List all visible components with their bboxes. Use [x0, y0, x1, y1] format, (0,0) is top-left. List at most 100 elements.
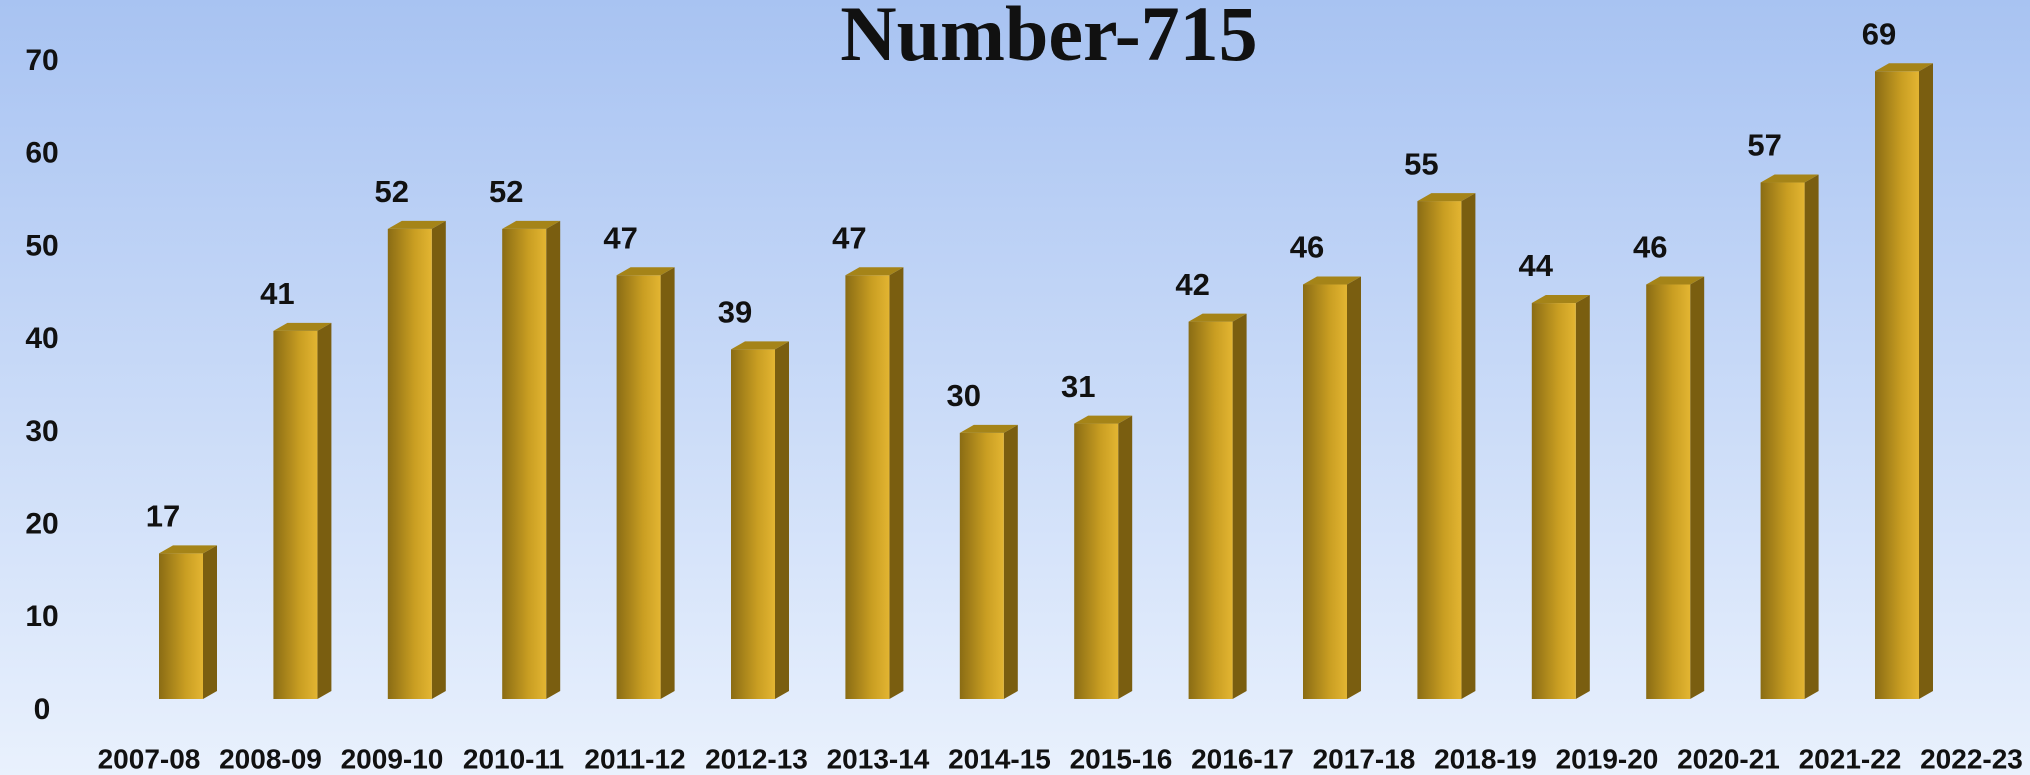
bar-side — [775, 341, 789, 699]
bar — [1531, 295, 1590, 699]
y-tick-label: 70 — [25, 44, 58, 77]
bar-front — [1074, 423, 1119, 699]
data-label: 17 — [146, 499, 180, 534]
bar-front — [1760, 182, 1805, 699]
chart-title: Number-715 — [840, 0, 1257, 77]
bar-front — [502, 228, 547, 699]
data-label: 47 — [832, 220, 866, 255]
bar-front — [845, 275, 890, 699]
bar-side — [1690, 276, 1705, 699]
bar-side — [431, 220, 446, 699]
bar-side — [317, 322, 332, 699]
bar-top — [1417, 193, 1476, 202]
bar-front — [1188, 321, 1233, 699]
bar-front — [1875, 71, 1919, 700]
bar — [1417, 193, 1476, 700]
bar-side — [660, 267, 675, 699]
x-tick-label: 2019-20 — [1556, 743, 1659, 774]
bar-side — [1003, 424, 1018, 699]
x-tick-label: 2018-19 — [1434, 743, 1537, 774]
x-tick-label: 2007-08 — [98, 743, 201, 774]
data-label: 41 — [260, 276, 294, 311]
bar — [845, 267, 904, 699]
bar-top — [1531, 295, 1590, 304]
bar — [959, 424, 1018, 699]
data-label: 42 — [1175, 267, 1209, 302]
bar — [502, 220, 561, 699]
bar-front — [1417, 201, 1462, 700]
bar-side — [1347, 276, 1361, 699]
bar-side — [1575, 295, 1590, 699]
bar-top — [616, 267, 675, 276]
bar-front — [616, 275, 661, 699]
x-tick-label: 2008-09 — [219, 743, 322, 774]
bar-top — [1303, 276, 1361, 285]
bar-top — [159, 545, 217, 554]
data-label: 31 — [1061, 369, 1095, 404]
x-tick-label: 2009-10 — [341, 743, 444, 774]
data-label: 46 — [1633, 230, 1667, 265]
data-label: 52 — [489, 174, 523, 209]
bar-top — [1875, 63, 1933, 72]
bar-top — [1646, 276, 1705, 285]
bar — [159, 545, 217, 699]
bar-side — [546, 220, 561, 699]
bar-front — [1646, 284, 1691, 699]
bar-front — [387, 228, 432, 699]
y-tick-label: 0 — [34, 693, 51, 726]
bar — [1303, 276, 1361, 699]
data-label: 55 — [1404, 146, 1438, 181]
data-label: 52 — [375, 174, 409, 209]
x-tick-label: 2014-15 — [948, 743, 1051, 774]
x-tick-label: 2016-17 — [1191, 743, 1294, 774]
data-label: 30 — [947, 378, 981, 413]
data-label: 69 — [1862, 16, 1896, 51]
x-tick-label: 2022-23 — [1920, 743, 2023, 774]
bar-front — [959, 432, 1004, 699]
data-label: 57 — [1747, 128, 1781, 163]
x-tick-label: 2011-12 — [584, 743, 685, 774]
bar — [1875, 63, 1933, 700]
bar-top — [1188, 313, 1247, 322]
bar — [616, 267, 675, 699]
x-tick-label: 2015-16 — [1070, 743, 1173, 774]
bar-side — [203, 545, 217, 699]
data-label: 44 — [1519, 248, 1554, 283]
bar — [1188, 313, 1247, 699]
bar-top — [1760, 174, 1819, 183]
y-tick-label: 30 — [25, 415, 58, 448]
bar-front — [273, 330, 318, 699]
x-tick-label: 2020-21 — [1677, 743, 1780, 774]
y-tick-label: 60 — [25, 137, 58, 170]
data-label: 46 — [1290, 230, 1324, 265]
bar-front — [1531, 303, 1576, 699]
bar — [273, 322, 332, 699]
bar-front — [1303, 284, 1347, 699]
bar-side — [1919, 63, 1933, 700]
bar-top — [845, 267, 904, 276]
y-tick-label: 50 — [25, 229, 58, 262]
bar — [387, 220, 446, 699]
bar-top — [731, 341, 789, 350]
bar-side — [1232, 313, 1247, 699]
bar-top — [502, 220, 561, 229]
bar-side — [1461, 193, 1476, 700]
bar-side — [1804, 174, 1819, 699]
x-tick-label: 2013-14 — [827, 743, 930, 774]
y-tick-label: 10 — [25, 600, 58, 633]
x-tick-label: 2021-22 — [1799, 743, 1902, 774]
y-tick-label: 40 — [25, 322, 58, 355]
data-label: 39 — [718, 295, 752, 330]
bar-front — [159, 553, 203, 699]
bar-top — [387, 220, 446, 229]
bar — [1760, 174, 1819, 699]
bar-side — [1118, 415, 1133, 699]
bar — [1646, 276, 1705, 699]
data-label: 47 — [603, 220, 637, 255]
bar-front — [731, 349, 775, 699]
x-tick-label: 2017-18 — [1313, 743, 1416, 774]
x-tick-label: 2010-11 — [463, 743, 564, 774]
bar — [1074, 415, 1133, 699]
bar-top — [1074, 415, 1133, 424]
